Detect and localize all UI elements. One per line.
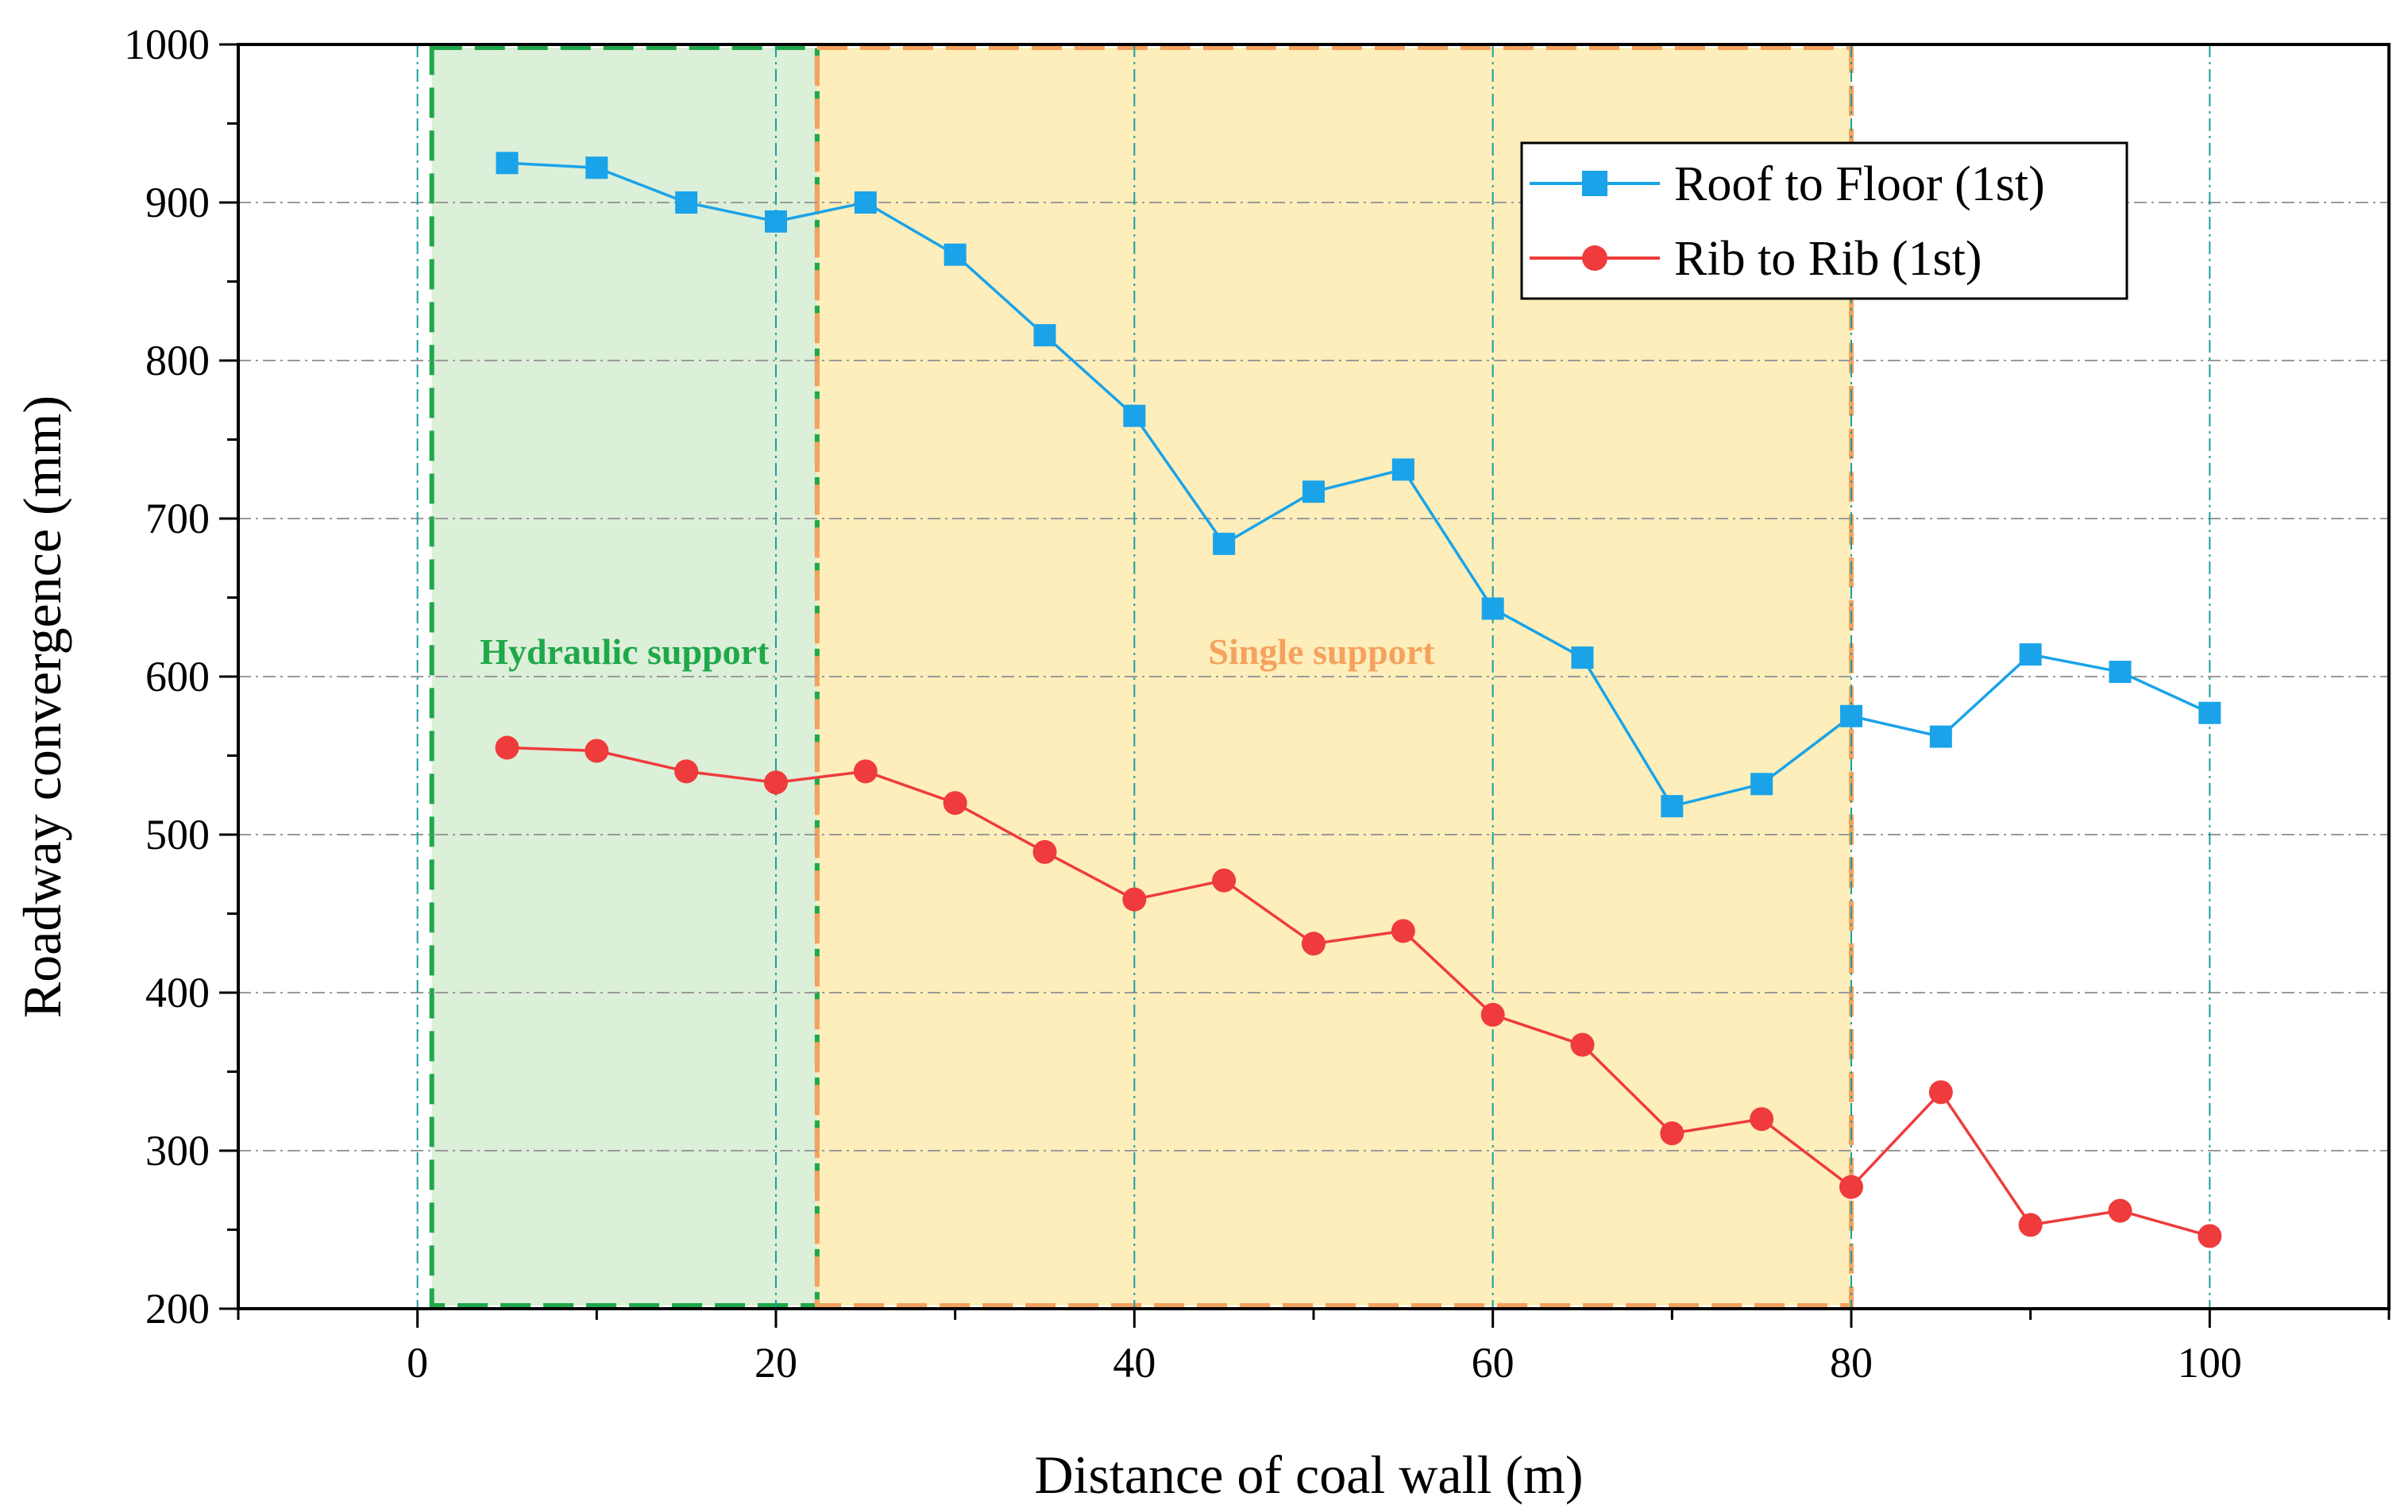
axes [219, 43, 2391, 1328]
x-tick-label-0: 0 [407, 1339, 428, 1387]
legend-label-rib: Rib to Rib (1st) [1674, 232, 1982, 286]
rib-point-75 [1750, 1107, 1774, 1132]
rib-point-90 [2018, 1213, 2043, 1237]
roof-point-35 [1033, 324, 1056, 347]
roof-point-65 [1571, 646, 1594, 669]
rib-point-20 [764, 770, 788, 795]
rib-point-35 [1032, 839, 1057, 864]
single-support-label: Single support [1208, 631, 1435, 672]
rib-point-95 [2108, 1198, 2132, 1223]
rib-point-40 [1122, 887, 1147, 912]
rib-point-65 [1570, 1032, 1595, 1057]
y-tick-label-700: 700 [145, 495, 210, 542]
vertical-guides [416, 44, 2211, 1309]
y-tick-label-900: 900 [145, 179, 210, 226]
rib-point-10 [585, 739, 609, 763]
y-tick-label-500: 500 [145, 811, 210, 858]
roof-point-10 [585, 156, 608, 179]
rib-point-50 [1302, 932, 1326, 956]
rib-point-25 [853, 759, 878, 784]
y-tick-label-400: 400 [145, 969, 210, 1016]
rib-point-45 [1212, 868, 1237, 893]
x-tick-label-60: 60 [1472, 1339, 1515, 1387]
roof-point-85 [1929, 725, 1952, 748]
x-tick-label-40: 40 [1113, 1339, 1156, 1387]
rib-point-60 [1480, 1002, 1505, 1027]
tick-labels: 0 20 40 60 80 100 200 300 400 500 600 700 800 900 1000 [124, 21, 2242, 1387]
rib-point-85 [1928, 1080, 1953, 1105]
series-line-1 [507, 746, 2210, 1238]
data-series [495, 152, 2222, 1248]
roof-point-25 [854, 191, 877, 214]
y-axis-title: Roadway convergence (mm) [12, 395, 72, 1018]
roof-point-90 [2019, 643, 2042, 666]
legend-box [1520, 141, 2128, 300]
x-axis-title: Distance of coal wall (m) [1034, 1444, 1583, 1505]
hydraulic-support-label: Hydraulic support [480, 631, 770, 672]
roof-point-5 [496, 152, 519, 175]
rib-point-70 [1660, 1121, 1684, 1146]
x-tick-label-80: 80 [1830, 1339, 1873, 1387]
roof-point-55 [1391, 458, 1414, 481]
roof-point-50 [1302, 480, 1325, 503]
roof-point-95 [2109, 661, 2132, 684]
y-tick-label-300: 300 [145, 1127, 210, 1174]
roof-point-60 [1481, 597, 1504, 620]
rib-point-5 [495, 735, 519, 760]
x-tick-label-20: 20 [754, 1339, 797, 1387]
series-line-0 [507, 161, 2211, 808]
roof-point-20 [765, 210, 787, 233]
y-tick-label-1000: 1000 [124, 21, 210, 68]
rib-point-55 [1391, 919, 1415, 943]
x-tick-label-100: 100 [2178, 1339, 2242, 1387]
roof-point-70 [1661, 795, 1684, 818]
roof-point-100 [2198, 701, 2221, 724]
y-tick-label-800: 800 [145, 337, 210, 384]
roof-point-80 [1840, 704, 1862, 727]
rib-point-15 [674, 759, 699, 784]
y-tick-label-200: 200 [145, 1285, 210, 1333]
legend: Roof to Floor (1st) Rib to Rib (1st) [1520, 141, 2128, 300]
rib-point-80 [1839, 1174, 1863, 1199]
rib-point-100 [2198, 1224, 2222, 1248]
roof-point-45 [1213, 532, 1236, 555]
roof-point-75 [1750, 773, 1773, 796]
legend-marker-rib [1582, 245, 1607, 271]
roof-point-30 [944, 243, 967, 266]
legend-label-roof: Roof to Floor (1st) [1674, 157, 2045, 211]
y-tick-label-600: 600 [145, 653, 210, 700]
legend-marker-roof [1582, 171, 1607, 196]
rib-point-30 [943, 791, 967, 816]
roof-point-40 [1123, 404, 1146, 427]
roof-point-15 [675, 191, 698, 214]
